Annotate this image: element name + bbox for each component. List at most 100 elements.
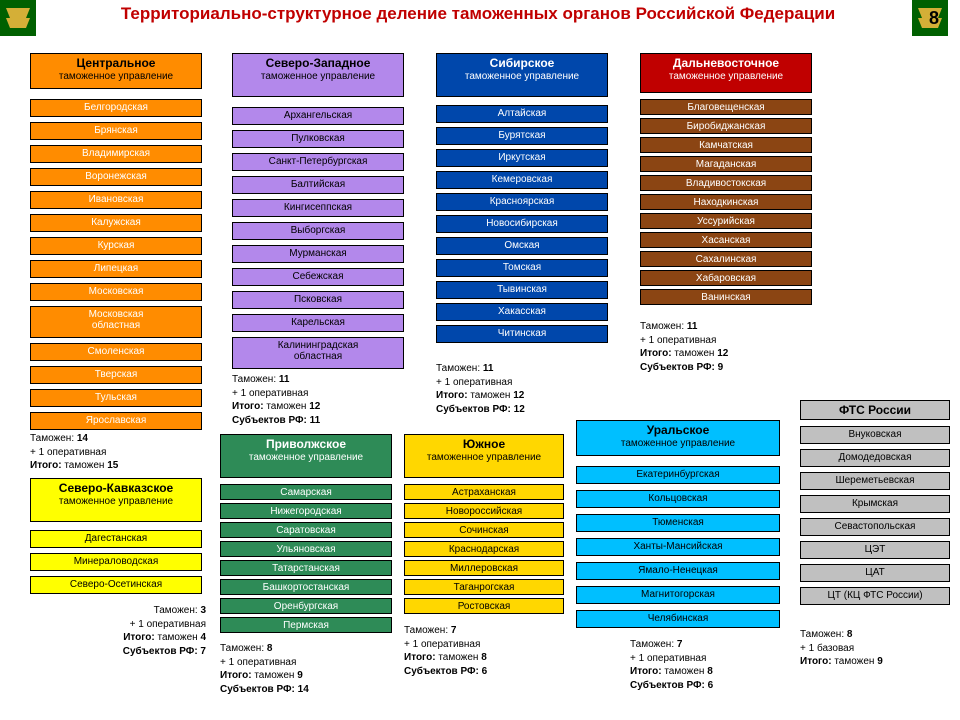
group-nkavkaz: Северо-Кавказскоетаможенное управлениеДа… [30,478,202,594]
summary-line: + 1 оперативная [130,619,206,630]
summary-line: Таможен: 11 [436,363,493,374]
cell-siberian-5: Новосибирская [436,215,608,233]
cell-fareast-5: Находкинская [640,194,812,210]
cell-fts-3: Крымская [800,495,950,513]
cell-nkavkaz-2: Северо-Осетинская [30,576,202,594]
cell-siberian-3: Кемеровская [436,171,608,189]
cell-siberian-8: Тывинская [436,281,608,299]
cell-volga-5: Башкортостанская [220,579,392,595]
group-northwest: Северо-Западноетаможенное управление Арха… [232,53,404,369]
group-header-line2: таможенное управление [225,452,387,464]
group-header-fareast: Дальневосточноетаможенное управление [640,53,812,93]
cell-fts-7: ЦТ (КЦ ФТС России) [800,587,950,605]
cell-northwest-2: Санкт-Петербургская [232,153,404,171]
summary-south: Таможен: 7+ 1 оперативнаяИтого: таможен … [404,624,487,678]
cell-fareast-3: Магаданская [640,156,812,172]
cell-siberian-7: Томская [436,259,608,277]
summary-line: Таможен: 8 [220,643,272,654]
cell-central-1: Брянская [30,122,202,140]
cell-south-1: Новороссийская [404,503,564,519]
summary-line: + 1 оперативная [630,653,706,664]
summary-line: + 1 оперативная [404,639,480,650]
cell-volga-3: Ульяновская [220,541,392,557]
group-central: Центральноетаможенное управление Белгород… [30,53,202,430]
page-title: Территориально-структурное деление тамож… [28,4,928,24]
group-header-line2: таможенное управление [645,71,807,83]
group-header-central: Центральноетаможенное управление [30,53,202,89]
group-items-fts: ВнуковскаяДомодедовскаяШереметьевскаяКры… [800,426,950,605]
cell-volga-7: Пермская [220,617,392,633]
slide-stage: 8 Территориально-структурное деление там… [0,0,960,720]
cell-siberian-2: Иркутская [436,149,608,167]
summary-line: Итого: таможен 9 [220,670,303,681]
cell-fareast-7: Хасанская [640,232,812,248]
group-ural: Уральскоетаможенное управлениеЕкатеринбу… [576,420,780,628]
cell-ural-1: Кольцовская [576,490,780,508]
cell-central-9: Московскаяобластная [30,306,202,338]
group-header-siberian: Сибирскоетаможенное управление [436,53,608,97]
summary-line: + 1 оперативная [30,447,106,458]
group-header-volga: Приволжскоетаможенное управление [220,434,392,478]
summary-line: Итого: таможен 12 [232,401,320,412]
group-items-central: БелгородскаяБрянскаяВладимирскаяВоронежс… [30,99,202,430]
cell-siberian-10: Читинская [436,325,608,343]
cell-south-4: Миллеровская [404,560,564,576]
group-items-nkavkaz: ДагестанскаяМинераловодскаяСеверо-Осетин… [30,530,202,594]
cell-ural-2: Тюменская [576,514,780,532]
cell-fareast-6: Уссурийская [640,213,812,229]
summary-line: Субъектов РФ: 6 [630,680,713,691]
group-header-line2: таможенное управление [237,71,399,83]
summary-line: Субъектов РФ: 9 [640,362,723,373]
group-header-line2: таможенное управление [409,452,559,464]
summary-line: Итого: таможен 4 [123,632,206,643]
cell-northwest-4: Кингисеппская [232,199,404,217]
group-siberian: Сибирскоетаможенное управлениеАлтайскаяБ… [436,53,608,343]
group-header-northwest: Северо-Западноетаможенное управление [232,53,404,97]
cell-south-3: Краснодарская [404,541,564,557]
summary-line: Субъектов РФ: 6 [404,666,487,677]
cell-south-6: Ростовская [404,598,564,614]
group-header-line2: таможенное управление [441,71,603,83]
group-header-line1: Приволжское [225,438,387,452]
cell-ural-6: Челябинская [576,610,780,628]
summary-line: Итого: таможен 12 [436,390,524,401]
cell-fareast-9: Хабаровская [640,270,812,286]
cell-northwest-1: Пулковская [232,130,404,148]
group-header-line1: ФТС России [805,404,945,418]
group-header-line2: таможенное управление [35,496,197,508]
cell-south-2: Сочинская [404,522,564,538]
cell-volga-1: Нижегородская [220,503,392,519]
summary-line: Субъектов РФ: 7 [123,646,206,657]
cell-ural-0: Екатеринбургская [576,466,780,484]
cell-northwest-0: Архангельская [232,107,404,125]
summary-fts: Таможен: 8+ 1 базоваяИтого: таможен 9 [800,628,883,669]
cell-central-12: Тульская [30,389,202,407]
cell-northwest-6: Мурманская [232,245,404,263]
summary-ural: Таможен: 7+ 1 оперативнаяИтого: таможен … [630,638,713,692]
group-header-line2: таможенное управление [35,71,197,83]
group-header-line1: Северо-Западное [237,57,399,71]
summary-line: + 1 базовая [800,643,854,654]
summary-nkavkaz: Таможен: 3 + 1 оперативная Итого: таможен … [76,604,206,658]
group-header-line2: таможенное управление [581,438,775,450]
cell-central-7: Липецкая [30,260,202,278]
cell-siberian-9: Хакасская [436,303,608,321]
summary-line: Таможен: 7 [630,639,682,650]
group-items-volga: СамарскаяНижегородскаяСаратовскаяУльянов… [220,484,392,633]
cell-central-13: Ярославская [30,412,202,430]
cell-fareast-8: Сахалинская [640,251,812,267]
summary-northwest: Таможен: 11+ 1 оперативнаяИтого: таможен… [232,373,320,427]
summary-line: Субъектов РФ: 12 [436,404,525,415]
cell-fts-5: ЦЭТ [800,541,950,559]
cell-fts-1: Домодедовская [800,449,950,467]
cell-siberian-1: Бурятская [436,127,608,145]
summary-line: Таможен: 3 [154,605,206,616]
cell-ural-3: Ханты-Мансийская [576,538,780,556]
cell-central-11: Тверская [30,366,202,384]
summary-line: Таможен: 14 [30,433,88,444]
group-header-fts: ФТС России [800,400,950,420]
cell-central-3: Воронежская [30,168,202,186]
cell-volga-2: Саратовская [220,522,392,538]
cell-south-0: Астраханская [404,484,564,500]
cell-fts-2: Шереметьевская [800,472,950,490]
